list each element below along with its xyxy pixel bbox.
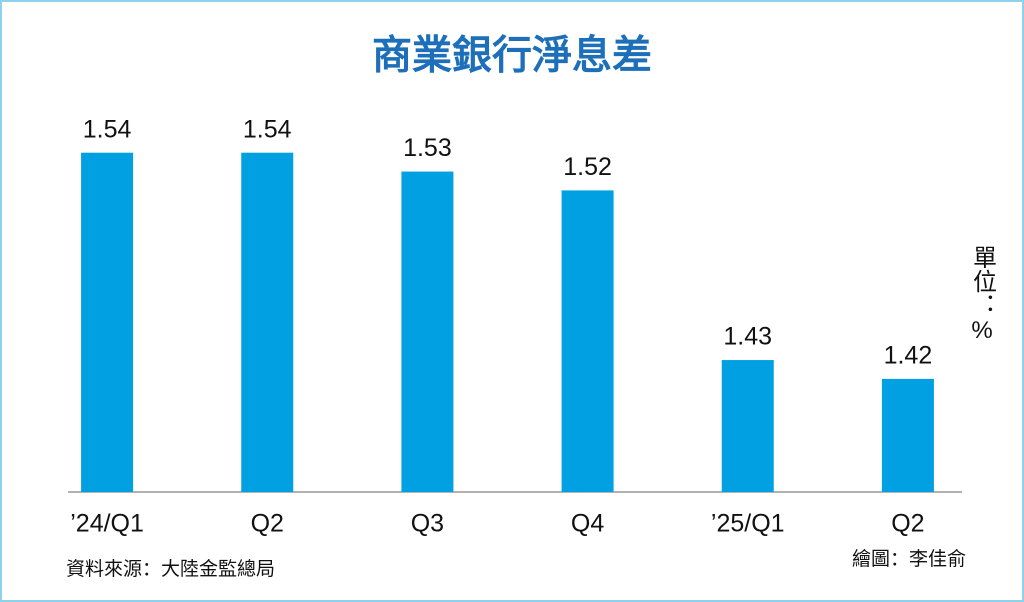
bar xyxy=(241,152,294,492)
value-label: 1.42 xyxy=(884,342,933,370)
value-label: 1.53 xyxy=(403,134,452,162)
x-tick-label: Q4 xyxy=(571,510,604,538)
value-label: 1.52 xyxy=(563,153,612,181)
bar xyxy=(81,152,134,492)
x-tick-label: Q2 xyxy=(891,510,924,538)
value-label: 1.43 xyxy=(723,323,772,351)
unit-label: 單位：% xyxy=(969,245,997,344)
source: 資料來源：大陸金監總局 xyxy=(66,558,275,580)
x-tick-label: Q3 xyxy=(411,510,444,538)
x-tick-label: ’25/Q1 xyxy=(711,510,785,538)
bar xyxy=(401,171,454,493)
credit: 繪圖：李佳俞 xyxy=(852,548,966,570)
x-tick-label: Q2 xyxy=(251,510,284,538)
bar xyxy=(561,190,614,492)
bar xyxy=(721,360,774,492)
chart-title: 商業銀行淨息差 xyxy=(372,34,652,78)
x-tick-label: ’24/Q1 xyxy=(70,510,144,538)
value-label: 1.54 xyxy=(83,115,132,143)
value-label: 1.54 xyxy=(243,115,292,143)
bar xyxy=(881,378,934,492)
